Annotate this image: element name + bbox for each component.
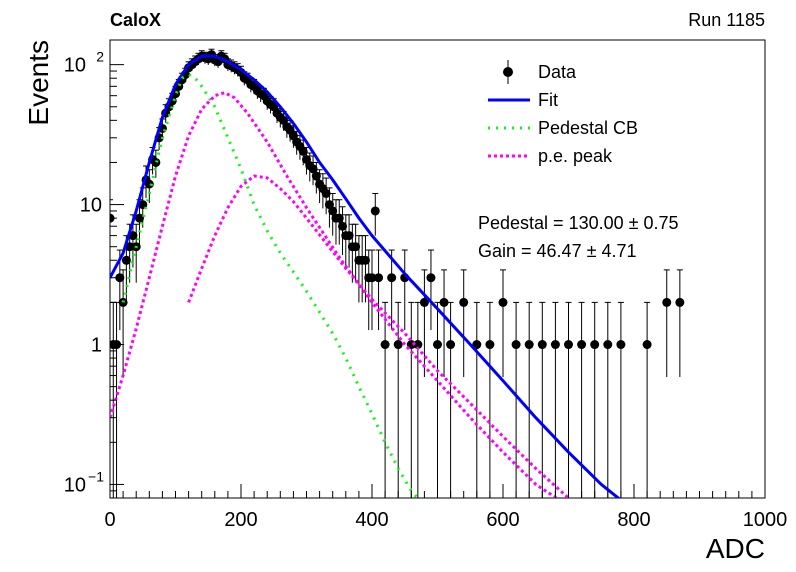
data-point [472, 340, 482, 350]
data-point [370, 206, 380, 216]
data-point [511, 340, 521, 350]
data-point [498, 297, 508, 307]
legend-label: Pedestal CB [538, 118, 638, 138]
series-layer [110, 48, 685, 498]
y-axis-title: Events [23, 40, 54, 126]
x-tick-label: 1000 [743, 509, 788, 531]
y-tick-exponent: 2 [96, 49, 104, 65]
data-point [298, 146, 308, 156]
legend-label: Data [538, 62, 577, 82]
data-point [115, 273, 125, 283]
data-point [374, 273, 384, 283]
data-point [360, 255, 370, 265]
legend-label: Fit [538, 90, 558, 110]
data-point [675, 297, 685, 307]
data-point [426, 273, 436, 283]
data-point [485, 340, 495, 350]
data-point [616, 340, 626, 350]
data-point [550, 340, 560, 350]
x-tick-label: 0 [104, 509, 115, 531]
data-point [367, 273, 377, 283]
data-point [144, 179, 154, 189]
pedestal-stat: Pedestal = 130.00 ± 0.75 [478, 213, 679, 233]
data-point [590, 340, 600, 350]
data-point [134, 213, 144, 223]
y-tick-label: 10 [64, 474, 86, 496]
data-point [537, 340, 547, 350]
run-label: Run 1185 [688, 10, 765, 30]
data-point [308, 164, 318, 174]
series-dashed-4 [187, 174, 570, 498]
x-tick-label: 200 [224, 509, 257, 531]
data-point [151, 157, 161, 167]
data-point [387, 273, 397, 283]
experiment-label: CaloX [110, 10, 161, 30]
data-point [577, 340, 587, 350]
y-tick-label: 10 [80, 195, 102, 217]
legend: Data Fit Pedestal CB p.e. peak [488, 60, 638, 166]
data-point [524, 340, 534, 350]
legend-marker [503, 67, 513, 77]
data-point [328, 206, 338, 216]
data-point [564, 340, 573, 350]
stats-box [474, 206, 754, 266]
data-point [446, 340, 456, 350]
data-point [413, 340, 423, 350]
data-point [459, 297, 469, 307]
x-tick-label: 800 [617, 509, 650, 531]
data-point [433, 340, 442, 350]
data-point [642, 340, 652, 350]
data-point [419, 297, 429, 307]
data-point [393, 340, 403, 350]
data-point [380, 340, 390, 350]
x-tick-label: 600 [486, 509, 519, 531]
y-tick-label: 1 [91, 335, 102, 357]
y-tick-label: 10 [64, 55, 86, 77]
data-point [334, 213, 344, 223]
y-tick-exponent: −1 [88, 468, 104, 484]
gain-stat: Gain = 46.47 ± 4.71 [478, 241, 637, 261]
x-axis-title: ADC [706, 533, 765, 564]
series-line-1 [110, 54, 621, 498]
data-point [344, 231, 354, 241]
data-point [351, 242, 361, 252]
data-point [439, 297, 449, 307]
series-dashed-3 [110, 91, 560, 498]
data-point [338, 221, 348, 231]
series-dotted-2 [121, 73, 420, 498]
data-point [138, 200, 148, 210]
data-point [603, 340, 613, 350]
data-point [121, 255, 131, 265]
data-point [311, 171, 321, 181]
data-point [662, 297, 672, 307]
x-tick-label: 400 [355, 509, 388, 531]
data-point [125, 242, 135, 252]
data-point [321, 188, 331, 198]
legend-label: p.e. peak [538, 146, 613, 166]
